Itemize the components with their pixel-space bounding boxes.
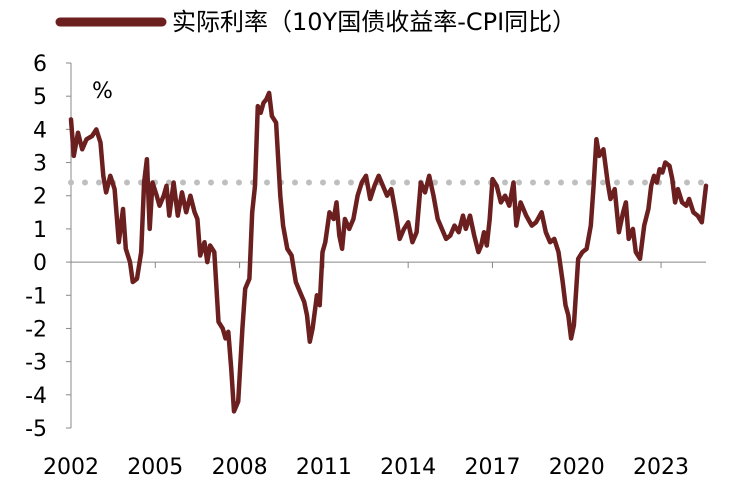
y-tick-label: -3 bbox=[25, 351, 47, 376]
y-tick-label: 6 bbox=[33, 52, 47, 77]
y-tick-label: -5 bbox=[25, 417, 47, 442]
x-tick-label: 2023 bbox=[633, 455, 689, 480]
x-axis: 2002 2005 2008 2011 2014 2017 2020 2023 bbox=[43, 261, 706, 480]
unit-label: % bbox=[92, 79, 113, 104]
x-tick-label: 2011 bbox=[296, 455, 352, 480]
y-axis: 6 5 4 3 2 1 0 -1 -2 -3 -4 -5 bbox=[25, 52, 72, 442]
x-tick-label: 2008 bbox=[212, 455, 268, 480]
y-tick-label: -2 bbox=[25, 317, 47, 342]
y-tick-label: 5 bbox=[33, 85, 47, 110]
y-tick-label: -4 bbox=[25, 384, 47, 409]
y-tick-label: 2 bbox=[33, 185, 47, 210]
y-tick-label: 3 bbox=[33, 152, 47, 177]
y-tick-label: 0 bbox=[33, 251, 47, 276]
y-tick-label: -1 bbox=[25, 284, 47, 309]
legend: 实际利率（10Y国债收益率-CPI同比） bbox=[55, 8, 576, 36]
x-tick-label: 2005 bbox=[127, 455, 183, 480]
x-tick-label: 2014 bbox=[380, 455, 436, 480]
series-line-real-rate bbox=[68, 90, 709, 414]
y-tick-label: 4 bbox=[33, 118, 47, 143]
series-layer bbox=[68, 90, 709, 414]
x-tick-label: 2002 bbox=[43, 455, 99, 480]
x-tick-label: 2017 bbox=[464, 455, 520, 480]
x-tick-label: 2020 bbox=[549, 455, 605, 480]
y-tick-label: 1 bbox=[33, 218, 47, 243]
legend-label: 实际利率（10Y国债收益率-CPI同比） bbox=[172, 8, 576, 36]
